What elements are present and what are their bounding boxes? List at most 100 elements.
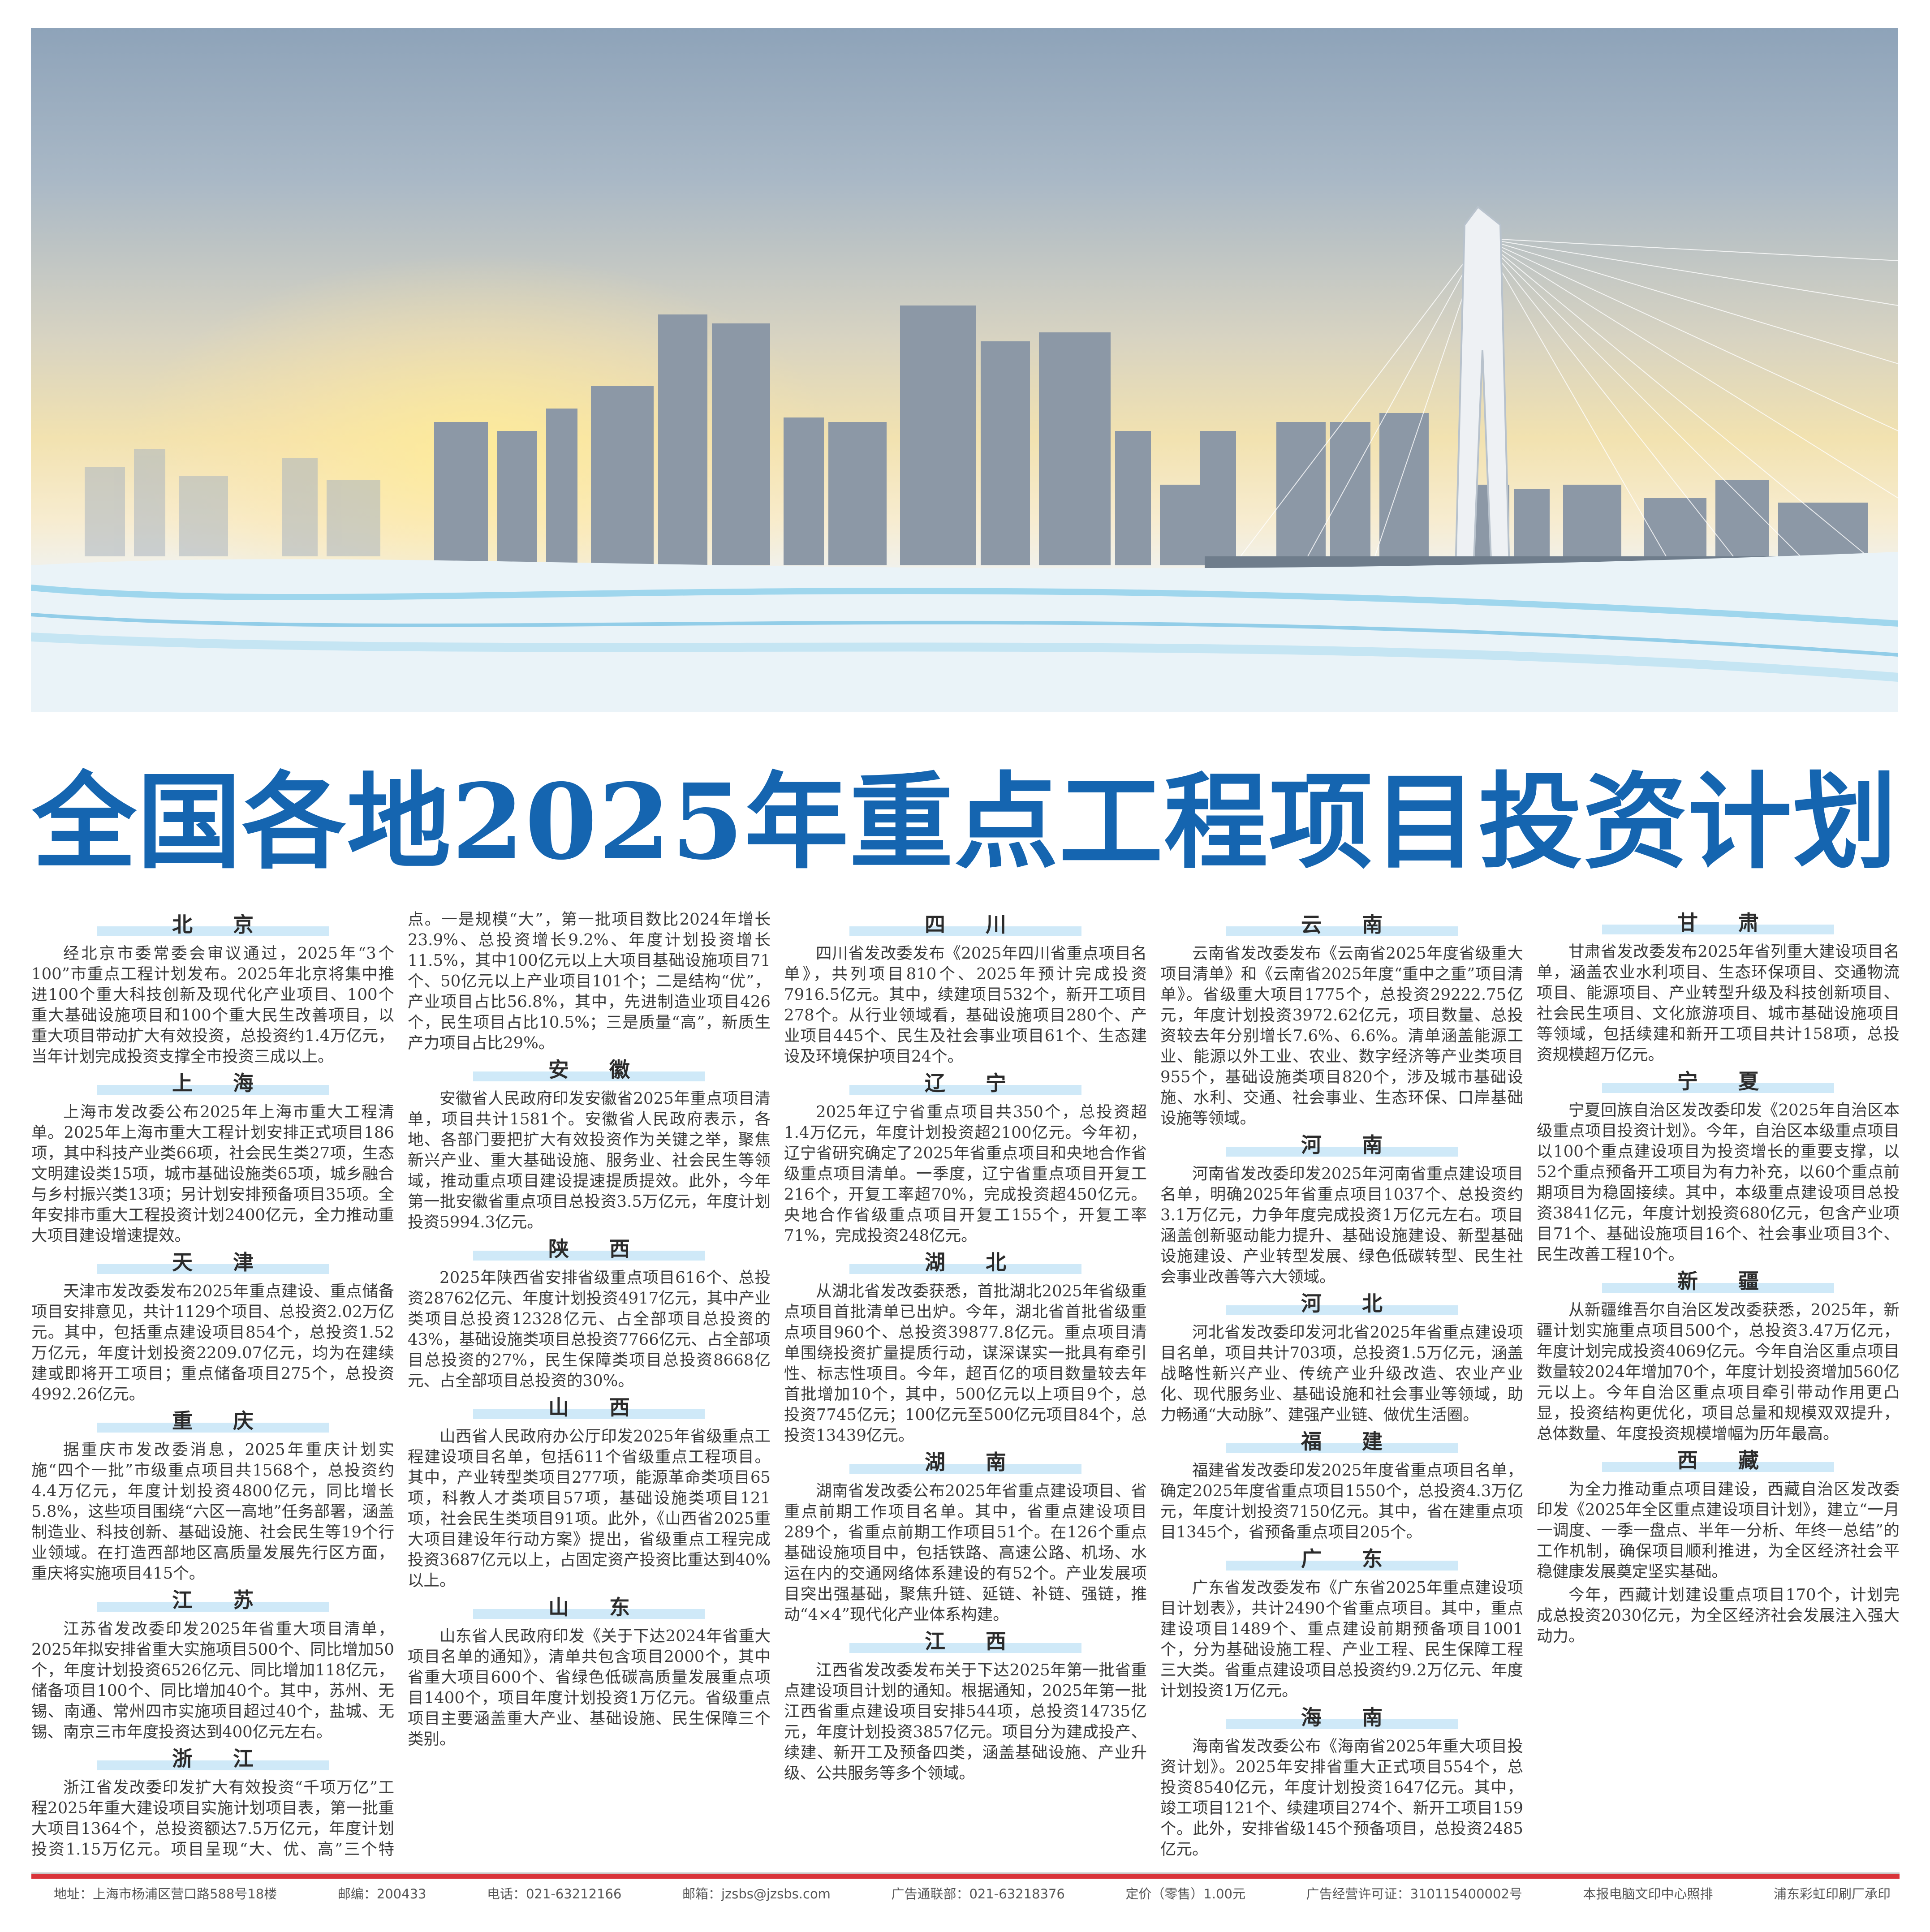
heading-bar (96, 926, 329, 936)
section-heading: 浙江 (31, 1745, 394, 1774)
heading-bar (849, 1464, 1082, 1474)
region-name: 福建 (1301, 1429, 1423, 1454)
heading-bar (96, 1423, 329, 1433)
region-name: 江苏 (172, 1588, 294, 1612)
section-heading: 上海 (31, 1070, 394, 1098)
article-paragraph: 广东省发改委发布《广东省2025年重点建设项目计划表》，共计2490个省重点项目… (1160, 1579, 1523, 1700)
region-name: 甘肃 (1677, 911, 1799, 935)
region-name: 安徽 (548, 1058, 670, 1082)
section-heading: 海南 (1160, 1704, 1523, 1733)
article-paragraph: 从新疆维吾尔自治区发改委获悉，2025年，新疆计划实施重点项目500个，总投资3… (1537, 1301, 1900, 1443)
region-name: 山西 (548, 1395, 670, 1420)
section-heading: 湖北 (784, 1249, 1147, 1278)
articles-columns: 北京经北京市委常委会审议通过，2025年“3个100”市重点工程计划发布。202… (31, 909, 1900, 1863)
region-name: 北京 (172, 912, 294, 937)
region-name: 宁夏 (1677, 1069, 1799, 1093)
article-paragraph: 天津市发改委发布2025年重点建设、重点储备项目安排意见，共计1129个项目、总… (31, 1282, 394, 1403)
heading-bar (473, 1251, 706, 1261)
heading-bar (849, 1643, 1082, 1653)
article-paragraph: 云南省发改委发布《云南省2025年度省级重大项目清单》和《云南省2025年度“重… (1160, 944, 1523, 1127)
article-paragraph: 江苏省发改委印发2025年省重大项目清单，2025年拟安排省重大实施项目500个… (31, 1620, 394, 1741)
region-name: 天津 (172, 1250, 294, 1274)
page-title: 全国各地2025年重点工程项目投资计划 (32, 761, 1898, 883)
section-heading: 天津 (31, 1249, 394, 1278)
footer-item: 广告经营许可证：310115400002号 (1306, 1886, 1522, 1902)
section-heading: 辽宁 (784, 1070, 1147, 1098)
article-paragraph: 浙江省发改委印发扩大有效投资“千项万亿”工程2025年重大建设项目实施计划项目表… (31, 910, 771, 1859)
region-name: 湖南 (925, 1450, 1047, 1474)
region-name: 陕西 (548, 1237, 670, 1261)
section-heading: 山东 (408, 1594, 771, 1622)
section-heading: 新疆 (1537, 1268, 1900, 1296)
section-heading: 安徽 (408, 1056, 771, 1085)
heading-bar (849, 1264, 1082, 1274)
section-heading: 西藏 (1537, 1447, 1900, 1476)
region-name: 河南 (1301, 1133, 1423, 1157)
section-heading: 四川 (784, 911, 1147, 940)
article-paragraph: 2025年辽宁省重点项目共350个，总投资超1.4万亿元，年度计划投资超2100… (784, 1103, 1147, 1245)
section-heading: 陕西 (408, 1235, 771, 1264)
footer-item: 定价（零售）1.00元 (1125, 1886, 1245, 1902)
footer-item: 本报电脑文印中心照排 (1583, 1886, 1713, 1902)
footer-item: 浦东彩虹印刷厂承印 (1773, 1886, 1891, 1902)
heading-bar (96, 1085, 329, 1095)
heading-bar (1225, 1305, 1458, 1315)
article-paragraph: 山东省人民政府印发《关于下达2024年省重大项目名单的通知》，清单共包含项目20… (408, 1627, 771, 1748)
footer-item: 地址：上海市杨浦区营口路588号18楼 (54, 1886, 277, 1902)
heading-bar (1225, 1443, 1458, 1453)
article-paragraph: 今年，西藏计划建设重点项目170个，计划完成总投资2030亿元，为全区经济社会发… (1537, 1586, 1900, 1645)
footer-red-rule (31, 1874, 1900, 1879)
article-paragraph: 宁夏回族自治区发改委印发《2025年自治区本级重点项目投资计划》。今年，自治区本… (1537, 1101, 1900, 1264)
section-heading: 湖南 (784, 1449, 1147, 1477)
section-heading: 山西 (408, 1394, 771, 1423)
region-name: 山东 (548, 1595, 670, 1619)
article-paragraph: 山西省人民政府办公厅印发2025年省级重点工程建设项目名单，包括611个省级重点… (408, 1427, 771, 1590)
region-name: 湖北 (925, 1250, 1047, 1274)
section-heading: 福建 (1160, 1428, 1523, 1457)
article-paragraph: 甘肃省发改委发布2025年省列重大建设项目名单，涵盖农业水利项目、生态环保项目、… (1537, 942, 1900, 1064)
heading-bar (849, 926, 1082, 936)
region-name: 浙江 (172, 1747, 294, 1771)
heading-bar (1225, 1719, 1458, 1729)
footer-info: 地址：上海市杨浦区营口路588号18楼 邮编：200433 电话：021-63212… (54, 1885, 1891, 1903)
section-heading: 云南 (1160, 911, 1523, 940)
article-paragraph: 福建省发改委印发2025年度省重点项目名单，确定2025年度省重点项目1550个… (1160, 1461, 1523, 1541)
article-paragraph: 为全力推动重点项目建设，西藏自治区发改委印发《2025年全区重点建设项目计划》，… (1537, 1480, 1900, 1581)
heading-bar (1225, 1147, 1458, 1157)
article-paragraph: 海南省发改委公布《海南省2025年重大项目投资计划》。2025年安排省重大正式项… (1160, 1737, 1523, 1859)
section-heading: 河北 (1160, 1290, 1523, 1319)
section-heading: 北京 (31, 911, 394, 940)
heading-bar (473, 1071, 706, 1081)
article-paragraph: 上海市发改委公布2025年上海市重大工程清单。2025年上海市重大工程计划安排正… (31, 1103, 394, 1245)
section-heading: 江西 (784, 1628, 1147, 1657)
region-name: 云南 (1301, 912, 1423, 937)
heading-bar (473, 1609, 706, 1619)
region-name: 四川 (925, 912, 1047, 937)
heading-bar (1225, 1561, 1458, 1571)
region-name: 重庆 (172, 1409, 294, 1433)
heading-bar (96, 1264, 329, 1274)
region-name: 上海 (172, 1071, 294, 1095)
section-heading: 甘肃 (1537, 909, 1900, 938)
article-paragraph: 从湖北省发改委获悉，首批湖北2025年省级重点项目首批清单已出炉。今年，湖北省首… (784, 1282, 1147, 1445)
heading-bar (1602, 1283, 1835, 1293)
article-paragraph: 经北京市委常委会审议通过，2025年“3个100”市重点工程计划发布。2025年… (31, 944, 394, 1066)
heading-bar (1602, 1083, 1835, 1093)
region-name: 新疆 (1677, 1269, 1799, 1293)
heading-bar (96, 1602, 329, 1612)
article-paragraph: 江西省发改委发布关于下达2025年第一批省重点建设项目计划的通知。根据通知，20… (784, 1661, 1147, 1782)
article-paragraph: 河南省发改委印发2025年河南省重点建设项目名单，明确2025年省重点项目103… (1160, 1165, 1523, 1286)
footer-item: 邮编：200433 (337, 1886, 426, 1902)
footer-item: 电话：021-63212166 (487, 1886, 622, 1902)
skyline-bridge-icon (31, 206, 1898, 712)
section-heading: 广东 (1160, 1545, 1523, 1574)
heading-bar (1225, 926, 1458, 936)
footer-item: 邮箱：jzsbs@jzsbs.com (682, 1886, 831, 1902)
footer-item: 广告通联部：021-63218376 (891, 1886, 1065, 1902)
city-skyline-banner-image (31, 28, 1898, 712)
section-heading: 宁夏 (1537, 1068, 1900, 1097)
heading-bar (473, 1409, 706, 1419)
section-heading: 重庆 (31, 1407, 394, 1436)
article-paragraph: 2025年陕西省安排省级重点项目616个、总投资28762亿元、年度计划投资49… (408, 1269, 771, 1390)
region-name: 广东 (1301, 1547, 1423, 1571)
